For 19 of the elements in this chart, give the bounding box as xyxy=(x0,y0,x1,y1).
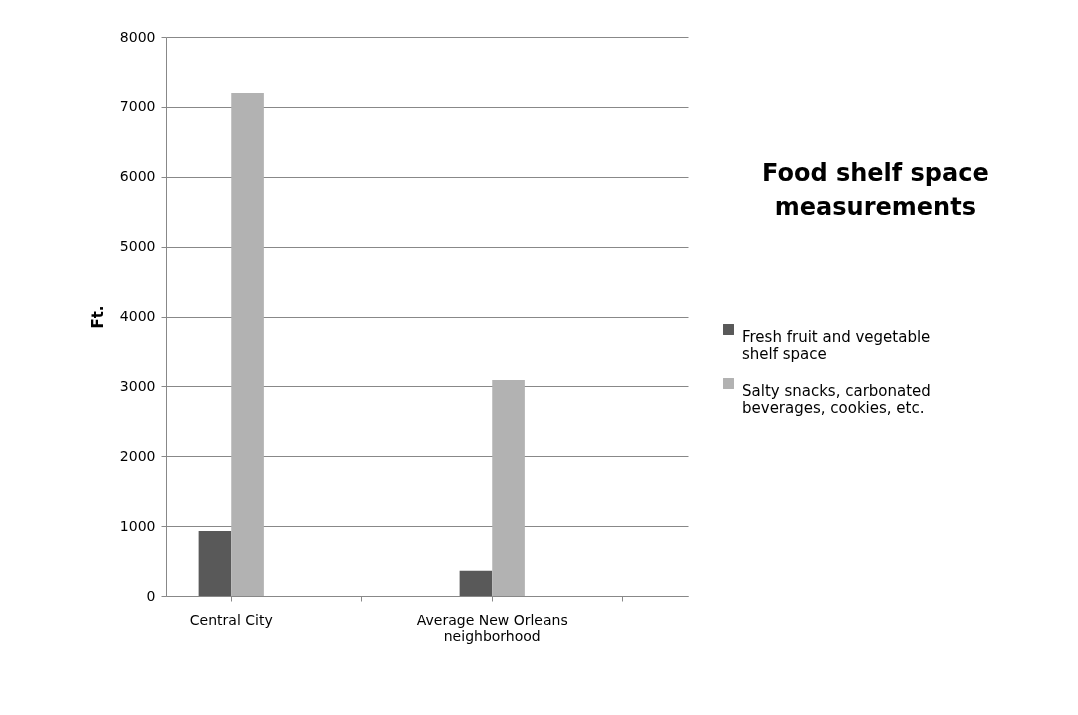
y-tick-label: 2000 xyxy=(119,447,156,464)
bar xyxy=(459,570,493,596)
bar xyxy=(231,92,264,596)
y-tick-label: 4000 xyxy=(119,308,156,324)
y-tick-label: 7000 xyxy=(119,98,156,115)
x-tick-label: Central City xyxy=(189,611,273,628)
legend-label: Salty snacks, carbonated beverages, cookies, etc. xyxy=(742,381,931,417)
y-tick-label: 1000 xyxy=(119,517,156,534)
y-tick-label: 6000 xyxy=(119,168,156,185)
bar xyxy=(198,531,232,596)
y-tick-label: 0 xyxy=(146,587,156,604)
y-tick-label: 8000 xyxy=(119,28,156,45)
y-tick-label: 5000 xyxy=(119,238,156,255)
text: Food shelf space measurements xyxy=(761,159,989,221)
y-tick-label: 3000 xyxy=(119,377,156,394)
bar xyxy=(492,380,525,596)
legend-label: Fresh fruit and vegetable shelf space xyxy=(742,327,931,363)
y-axis-title: Ft. xyxy=(88,305,107,329)
x-tick-label: Average New Orleans neighborhood xyxy=(416,611,568,644)
